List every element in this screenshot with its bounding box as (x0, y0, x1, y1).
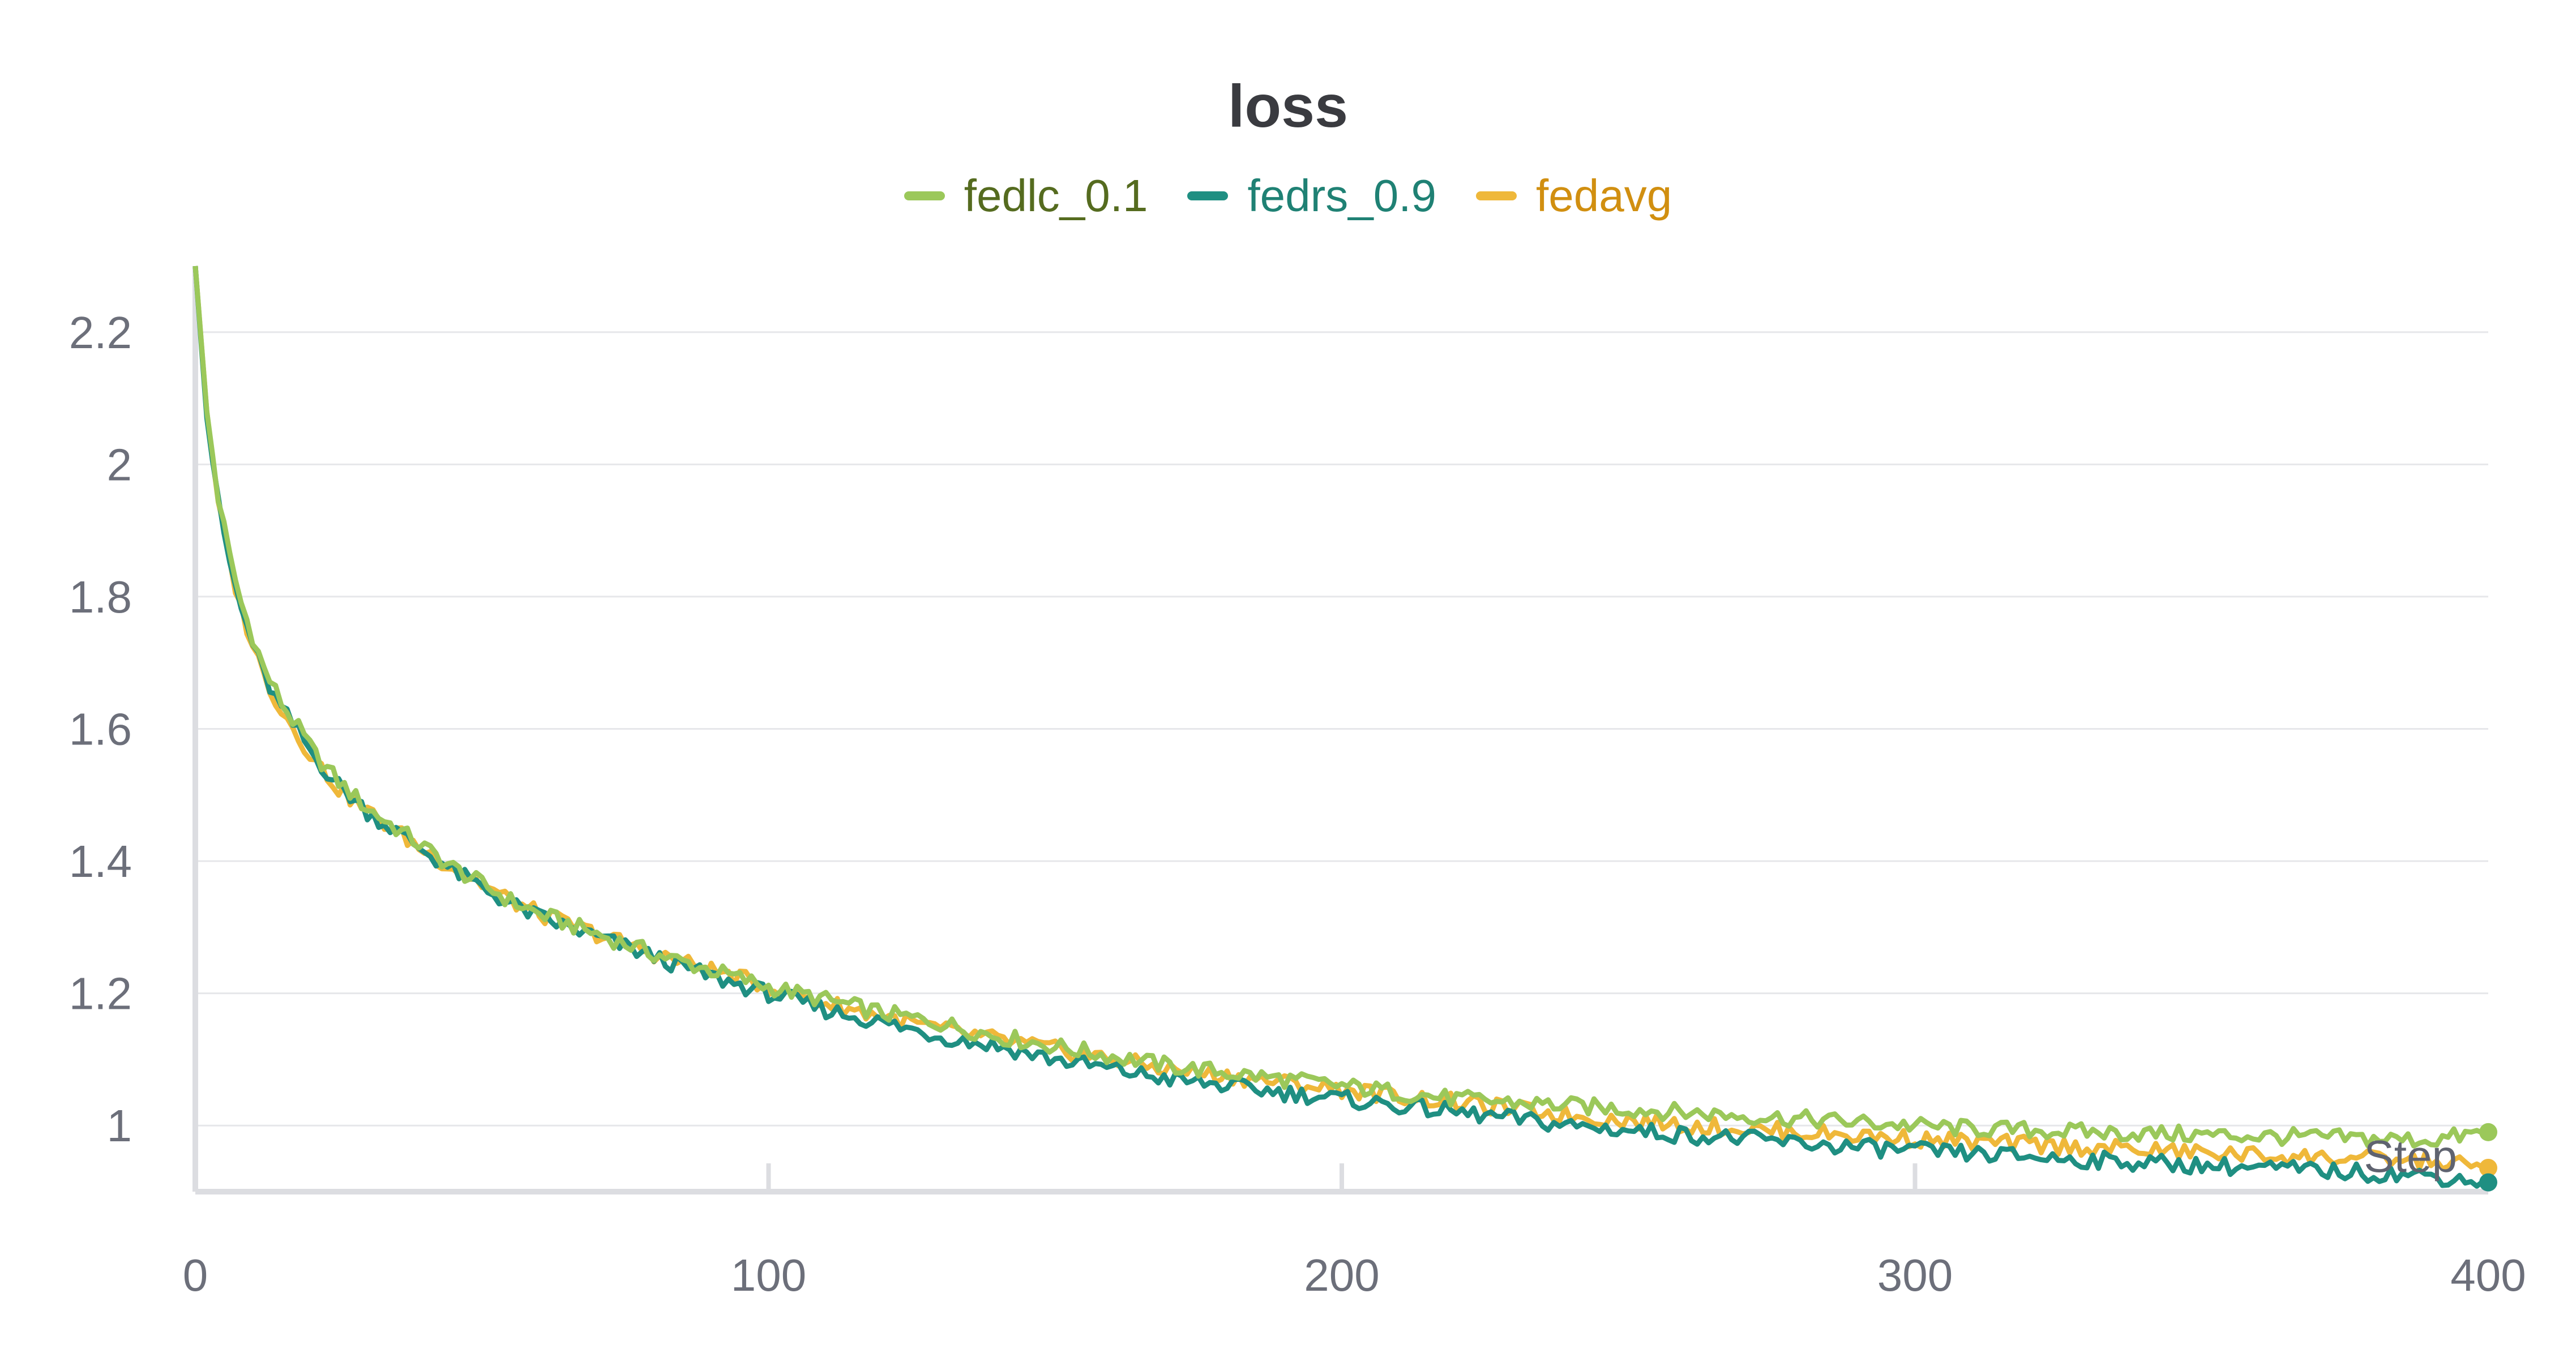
x-axis-label: Step (2364, 1131, 2457, 1181)
series-line-fedrs_0.9 (192, 266, 2489, 1189)
x-tick-label: 400 (2450, 1250, 2526, 1300)
legend-swatch-fedavg (1476, 191, 1517, 200)
legend-label-fedavg: fedavg (1536, 170, 1672, 221)
y-tick-label: 2.2 (69, 307, 132, 358)
y-tick-label: 2 (107, 439, 132, 490)
legend-swatch-fedrs (1187, 191, 1229, 200)
legend-item-fedavg[interactable]: fedavg (1476, 170, 1672, 222)
legend-label-fedlc: fedlc_0.1 (964, 170, 1148, 221)
series-line-fedlc_0.1 (192, 266, 2489, 1149)
legend-label-fedrs: fedrs_0.9 (1247, 170, 1437, 221)
legend-item-fedrs[interactable]: fedrs_0.9 (1187, 170, 1436, 222)
y-tick-label: 1.4 (69, 836, 132, 887)
x-tick-label: 300 (1877, 1250, 1953, 1300)
y-tick-label: 1.6 (69, 704, 132, 755)
series-endpoint-fedavg (2479, 1158, 2497, 1177)
legend-swatch-fedlc (904, 191, 945, 200)
series-endpoint-fedrs_0.9 (2479, 1173, 2497, 1192)
series-lines[interactable] (192, 266, 2497, 1192)
series-endpoint-fedlc_0.1 (2479, 1123, 2497, 1141)
x-tick-label: 100 (731, 1250, 806, 1300)
legend: fedlc_0.1 fedrs_0.9 fedavg (0, 170, 2576, 222)
legend-item-fedlc[interactable]: fedlc_0.1 (904, 170, 1148, 222)
y-tick-label: 1.2 (69, 969, 132, 1019)
chart-title: loss (1227, 73, 1349, 140)
y-tick-label: 1.8 (69, 572, 132, 622)
y-tick-label: 1 (107, 1101, 132, 1151)
series-line-fedavg (192, 266, 2489, 1171)
tick-labels: 1 1.2 1.4 1.6 1.8 2 2.2 0 100 200 300 400 (69, 307, 2526, 1300)
grid-lines (195, 331, 2488, 1127)
x-tick-label: 0 (183, 1250, 208, 1300)
x-tick-label: 200 (1304, 1250, 1379, 1300)
